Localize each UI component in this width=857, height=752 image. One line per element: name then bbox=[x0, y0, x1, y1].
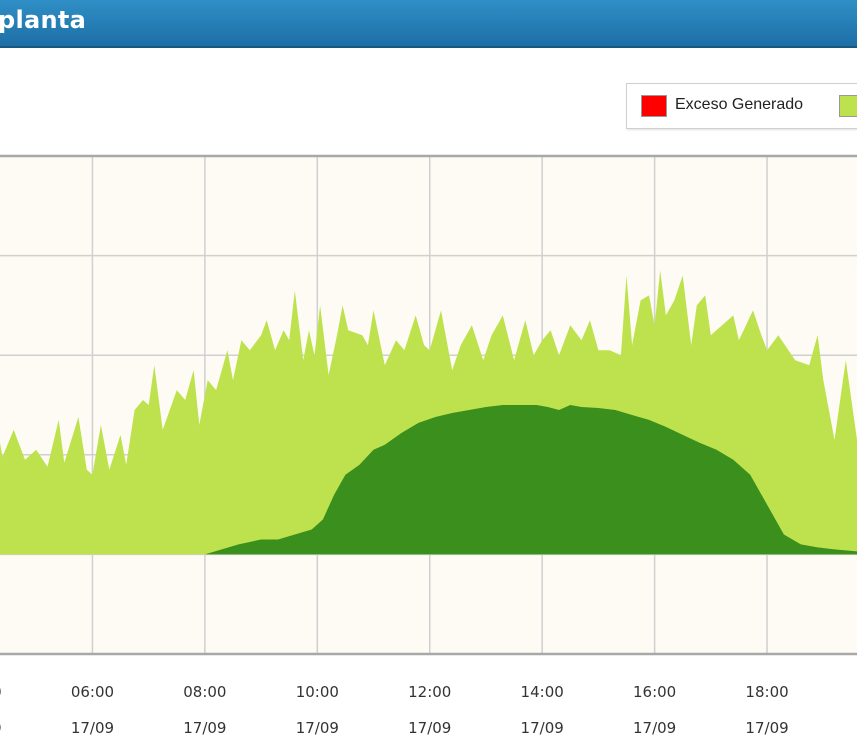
x-tick-label-date: 17/09 bbox=[408, 719, 451, 737]
x-tick-label-date: 17/09 bbox=[521, 719, 564, 737]
legend-label-exceso[interactable]: Exceso Generado bbox=[675, 96, 804, 113]
panel-header: planta bbox=[0, 0, 857, 48]
x-tick-label-time: 10:00 bbox=[296, 683, 339, 701]
x-tick-label-date: 17/09 bbox=[633, 719, 676, 737]
x-tick-label-time: 06:00 bbox=[71, 683, 114, 701]
x-tick-label-date: 17/09 bbox=[745, 719, 788, 737]
x-tick-label-time: 18:00 bbox=[745, 683, 788, 701]
x-tick-label-date: 17/09 bbox=[296, 719, 339, 737]
x-tick-label-time: 12:00 bbox=[408, 683, 451, 701]
x-tick-label-date: 17/09 bbox=[0, 719, 2, 737]
legend-swatch-exceso[interactable] bbox=[641, 95, 667, 117]
x-tick-label-date: 17/09 bbox=[183, 719, 226, 737]
legend-swatch-green[interactable] bbox=[839, 95, 857, 117]
x-tick-label-time: 14:00 bbox=[521, 683, 564, 701]
series-area-dark bbox=[204, 405, 857, 555]
x-tick-label-time: 04:00 bbox=[0, 683, 2, 701]
panel-title: planta bbox=[0, 6, 87, 34]
x-tick-label-date: 17/09 bbox=[71, 719, 114, 737]
x-tick-label-time: 08:00 bbox=[183, 683, 226, 701]
x-tick-label-time: 16:00 bbox=[633, 683, 676, 701]
chart-legend: Exceso Generado bbox=[626, 83, 857, 129]
